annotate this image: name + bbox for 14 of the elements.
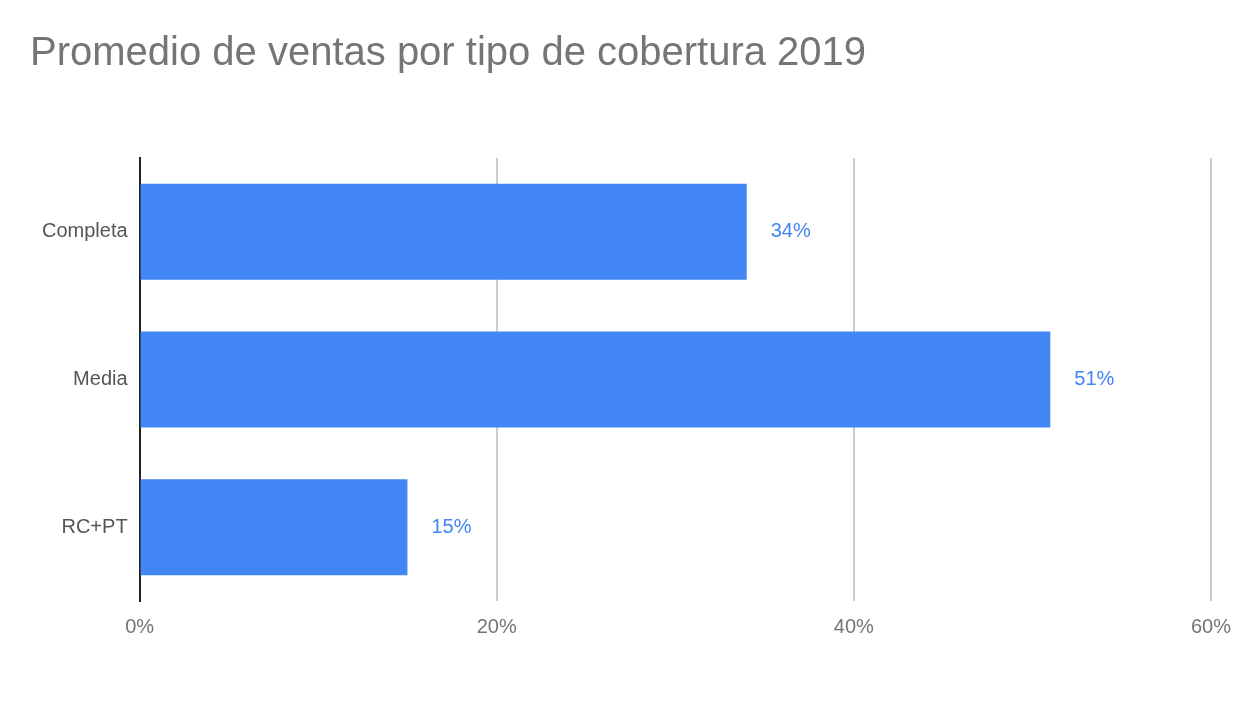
x-tick-label: 40%	[833, 614, 875, 637]
x-tick-label: 60%	[1190, 614, 1232, 637]
data-label: 51%	[1074, 367, 1115, 390]
x-tick-label: 20%	[476, 614, 517, 637]
x-tick-label: 0%	[125, 614, 155, 637]
y-tick-label: Media	[73, 367, 129, 390]
data-label: 34%	[770, 219, 811, 242]
y-tick-label: Completa	[41, 219, 129, 242]
data-label: 15%	[431, 514, 472, 537]
bar	[140, 479, 408, 576]
chart-title: Promedio de ventas por tipo de cobertura 2019	[30, 29, 867, 74]
bar	[140, 183, 747, 280]
y-tick-label: RC+PT	[61, 514, 128, 537]
bar	[140, 331, 1051, 428]
